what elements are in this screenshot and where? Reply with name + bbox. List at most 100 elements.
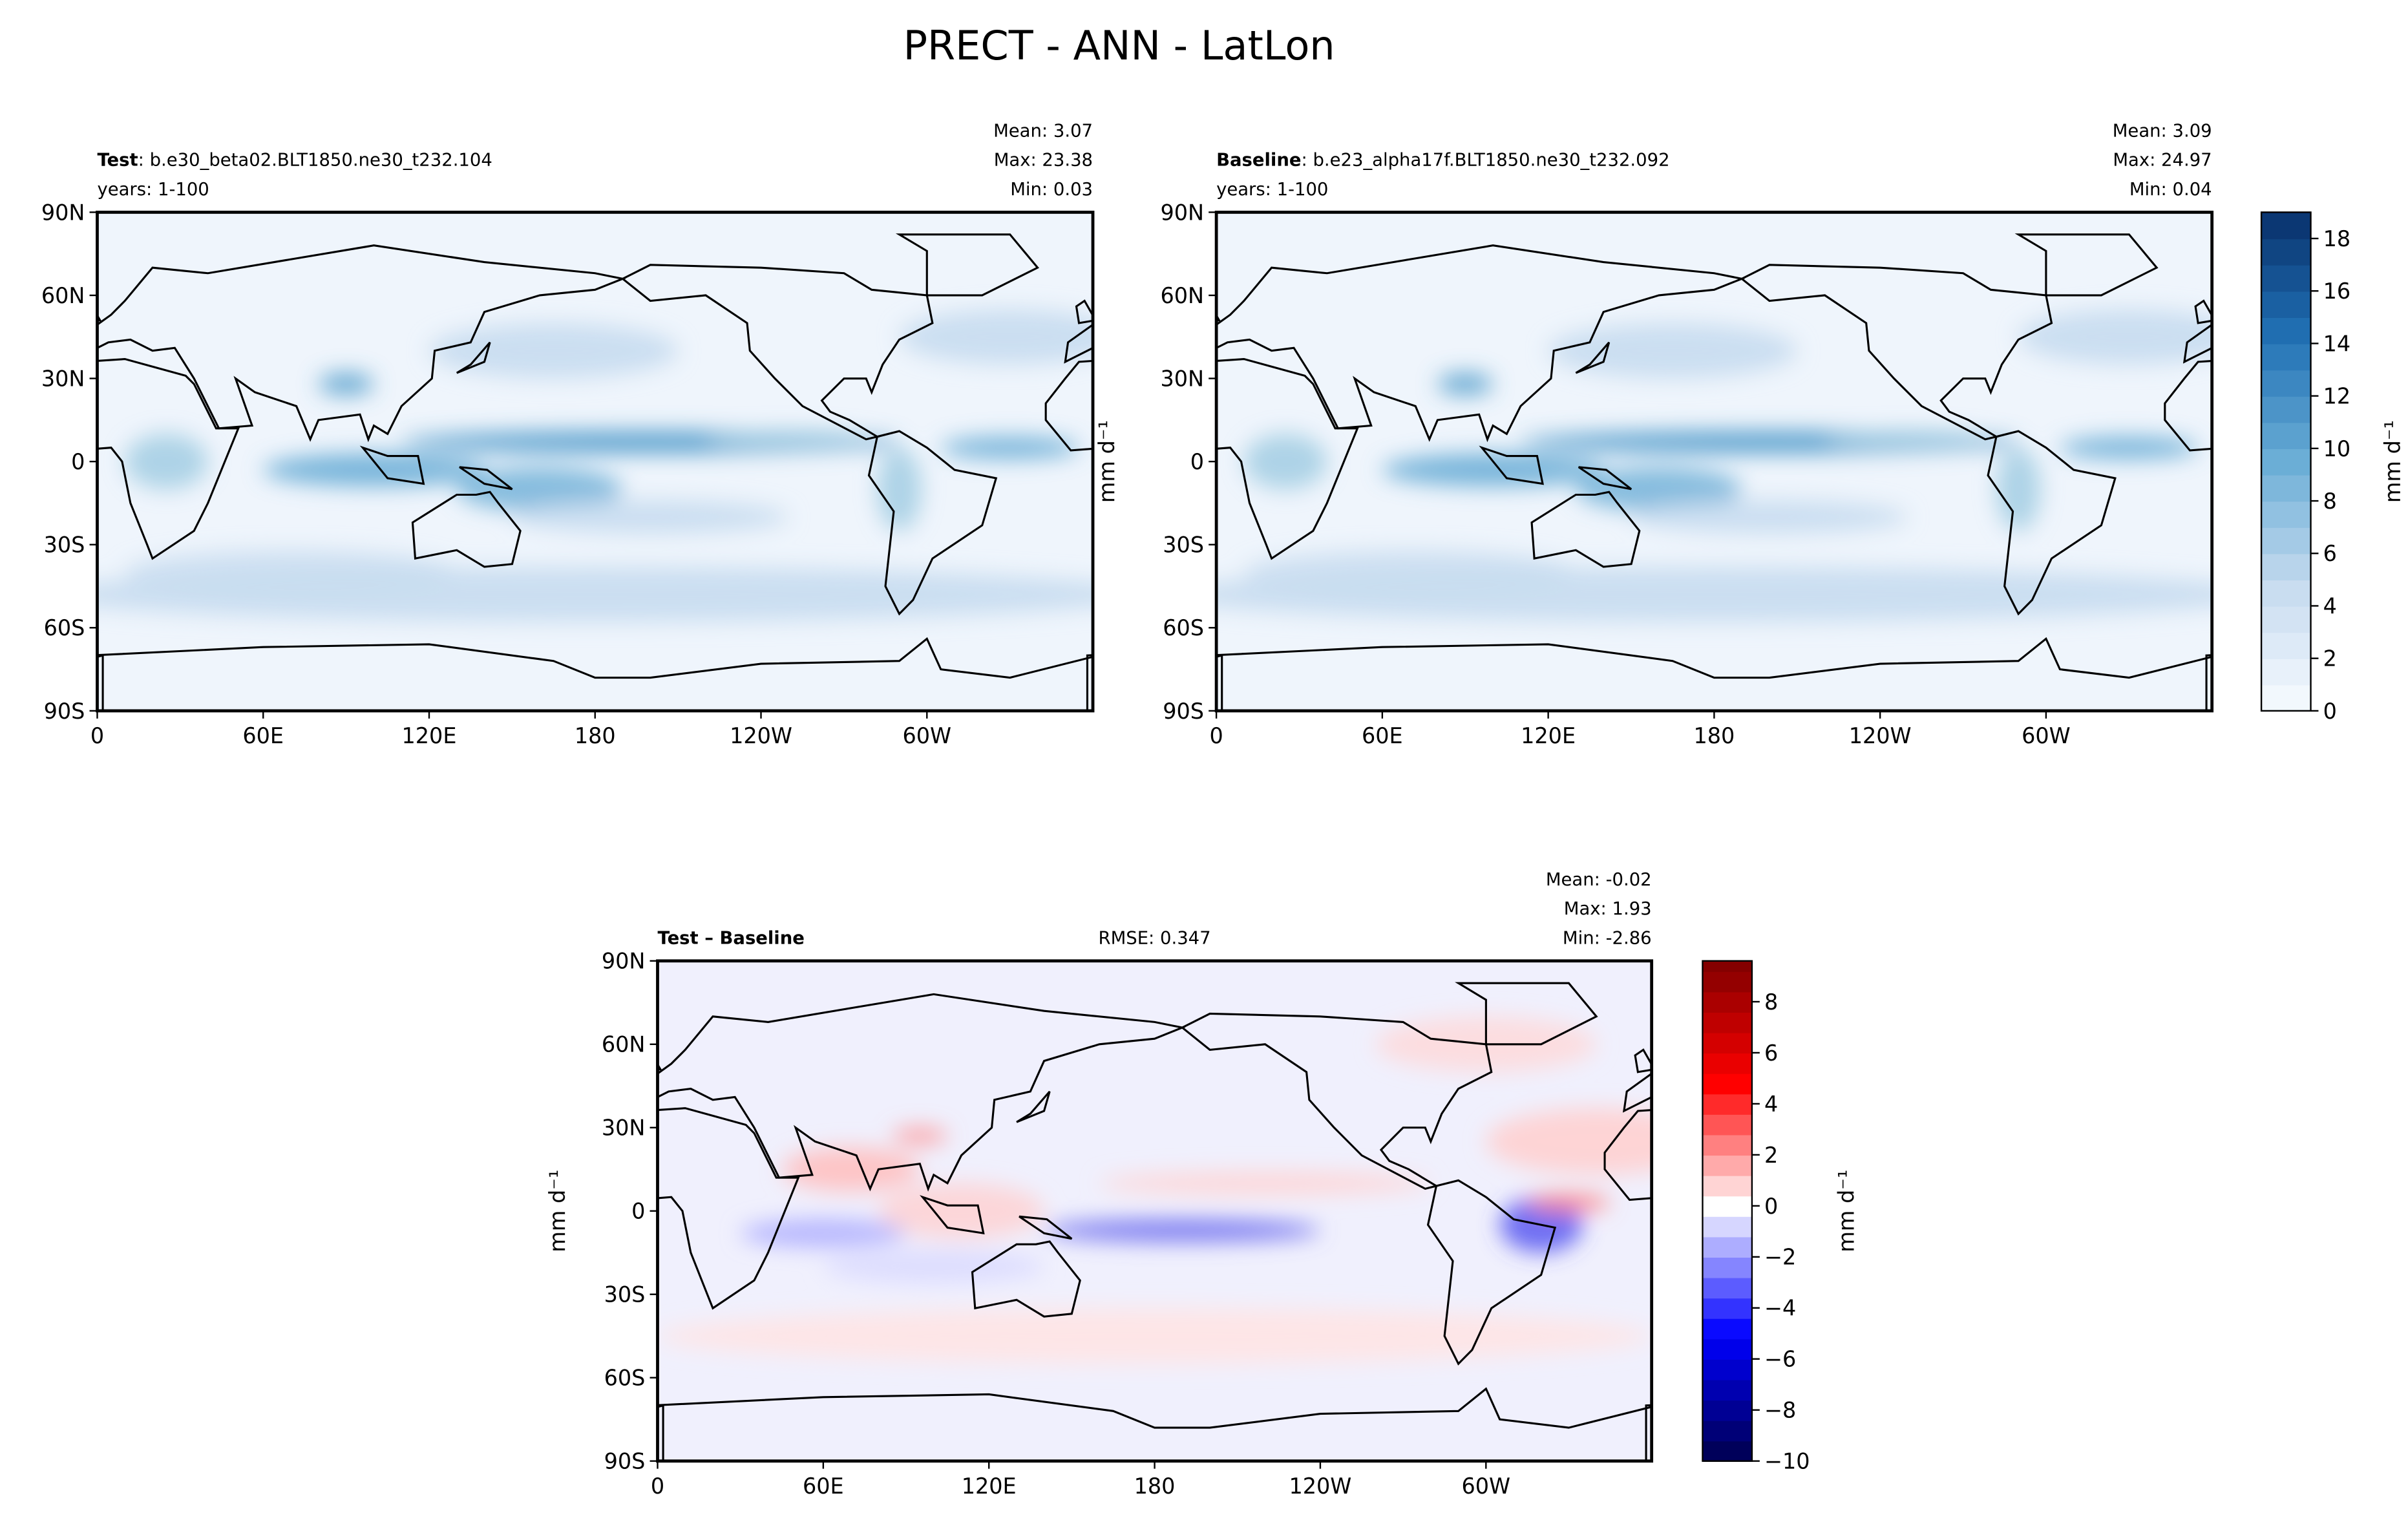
stat-min: Min: -2.86 bbox=[1563, 929, 1652, 949]
colorbar-tick-label: 16 bbox=[2323, 279, 2351, 304]
colorbar-tick-label: 18 bbox=[2323, 226, 2351, 251]
coastline bbox=[657, 1107, 800, 1310]
y-tick-label: 90S bbox=[44, 699, 85, 724]
coastline bbox=[2011, 1092, 2044, 1122]
colorbar-level bbox=[2261, 527, 2311, 555]
coastline bbox=[97, 654, 104, 711]
field-region bbox=[1548, 322, 1797, 379]
coastline bbox=[1967, 1242, 2075, 1316]
map-field bbox=[1216, 212, 2212, 711]
field-region bbox=[1824, 430, 1991, 448]
field-region bbox=[1044, 1219, 1320, 1242]
field-contours bbox=[1216, 309, 2212, 622]
colorbar-tick-label: −8 bbox=[1764, 1398, 1796, 1423]
colorbar-tick-label: 14 bbox=[2323, 331, 2351, 356]
field-region bbox=[781, 1147, 920, 1192]
x-tick-label: 60E bbox=[803, 1474, 844, 1499]
coastline bbox=[920, 1195, 985, 1235]
field-region bbox=[512, 500, 789, 534]
coastline bbox=[97, 357, 240, 560]
coastline bbox=[1075, 299, 1093, 324]
colorbar-tick-label: 6 bbox=[1764, 1041, 1778, 1066]
panel-years: years: 1-100 bbox=[97, 180, 209, 200]
colorbar-level bbox=[1702, 1297, 1752, 1319]
colorbar-level bbox=[2261, 212, 2311, 240]
field-region bbox=[318, 372, 374, 396]
colorbar-label: mm d⁻¹ bbox=[2380, 420, 2405, 503]
y-tick-label: 90S bbox=[1163, 699, 1204, 724]
field-region bbox=[1527, 1194, 1611, 1211]
stat-min: Min: 0.03 bbox=[1010, 180, 1093, 200]
panel-label-bold: Test – Baseline bbox=[657, 929, 804, 949]
field-region bbox=[1243, 550, 1576, 595]
colorbar-level bbox=[1702, 1420, 1752, 1442]
x-tick-label: 120E bbox=[1521, 723, 1576, 748]
colorbar-level bbox=[2261, 238, 2311, 266]
colorbar-level bbox=[2261, 370, 2311, 397]
colorbar-level bbox=[1702, 1032, 1752, 1054]
coastline bbox=[2013, 1216, 2065, 1238]
coastline bbox=[25, 1216, 78, 1238]
colorbar-level bbox=[1702, 960, 1752, 972]
field-region bbox=[428, 322, 679, 379]
colorbar-level bbox=[2261, 553, 2311, 581]
colorbar-tick-label: 4 bbox=[1764, 1092, 1778, 1117]
colorbar-level bbox=[1702, 1052, 1752, 1074]
y-tick-label: 0 bbox=[631, 1199, 645, 1224]
colorbar-level bbox=[2261, 684, 2311, 712]
field-region bbox=[1437, 372, 1494, 396]
y-tick-label: 30S bbox=[604, 1282, 646, 1307]
field-region bbox=[878, 1183, 1044, 1239]
colorbar-tick-label: 6 bbox=[2323, 541, 2337, 566]
colorbar-level bbox=[1702, 1216, 1752, 1238]
x-tick-label: 120E bbox=[402, 723, 457, 748]
x-tick-label: 60E bbox=[242, 723, 284, 748]
y-tick-label: 60N bbox=[602, 1032, 646, 1057]
field-region bbox=[1486, 1108, 1652, 1175]
x-tick-label: 0 bbox=[90, 723, 104, 748]
field-region bbox=[125, 434, 208, 489]
coastlines bbox=[1216, 233, 2212, 711]
colorbar-tick-label: −10 bbox=[1764, 1449, 1810, 1474]
y-tick-label: 30S bbox=[1163, 533, 1204, 558]
field-region bbox=[705, 430, 872, 448]
coastline bbox=[895, 233, 1039, 297]
field-region bbox=[892, 1127, 948, 1145]
map-field bbox=[97, 212, 1093, 711]
coastline bbox=[2014, 233, 2159, 297]
colorbar-tick-label: −2 bbox=[1764, 1245, 1796, 1270]
colorbar-frame bbox=[1702, 960, 1753, 1462]
x-tick-label: 120W bbox=[730, 723, 792, 748]
y-tick-label: 90N bbox=[1160, 200, 1204, 225]
map-panel-baseline: 0 60E 120E 180 120W 60W 90N 60N 30N 0 30S 60S 90S Bas… bbox=[1094, 121, 2214, 748]
colorbar-tick-label: 2 bbox=[1764, 1143, 1778, 1168]
x-tick-label: 60W bbox=[2022, 723, 2071, 748]
x-tick-label: 60E bbox=[1362, 723, 1403, 748]
coastline bbox=[867, 430, 998, 616]
field-region bbox=[899, 309, 1093, 365]
colorbar-tick-label: 0 bbox=[2323, 699, 2337, 724]
coastline bbox=[1575, 341, 1611, 374]
coastline bbox=[1216, 637, 2212, 679]
colorbar-level bbox=[1702, 1277, 1752, 1299]
coastline bbox=[1216, 654, 1223, 711]
map-panel-test: 0 60E 120E 180 120W 60W 90N 60N 30N 0 30S 60S 90S Tes… bbox=[41, 121, 1095, 748]
panel-label: Test: b.e30_beta02.BLT1850.ne30_t232.104 bbox=[97, 151, 492, 171]
y-tick-label: 90N bbox=[41, 200, 85, 225]
field-contours bbox=[657, 1016, 1652, 1364]
colorbar-level bbox=[2261, 343, 2311, 371]
colorbar-baseline: 0 2 4 6 8 10 12 14 16 18 mm d⁻¹ bbox=[2260, 211, 2405, 724]
coastline bbox=[1645, 1404, 1652, 1461]
map-field bbox=[25, 960, 2075, 1461]
rmse-label: RMSE: 0.347 bbox=[1099, 929, 1211, 949]
coastline bbox=[1740, 264, 2053, 441]
colorbar-level bbox=[2261, 474, 2311, 502]
colorbar-level bbox=[1702, 1094, 1752, 1115]
field-region bbox=[823, 1249, 1044, 1284]
y-tick-label: 0 bbox=[71, 449, 85, 474]
stat-max: Max: 23.38 bbox=[994, 151, 1093, 171]
stat-mean: Mean: -0.02 bbox=[1546, 870, 1652, 890]
colorbar-level bbox=[1702, 1236, 1752, 1258]
y-tick-label: 30N bbox=[1160, 366, 1204, 392]
x-tick-label: 60W bbox=[902, 723, 951, 748]
